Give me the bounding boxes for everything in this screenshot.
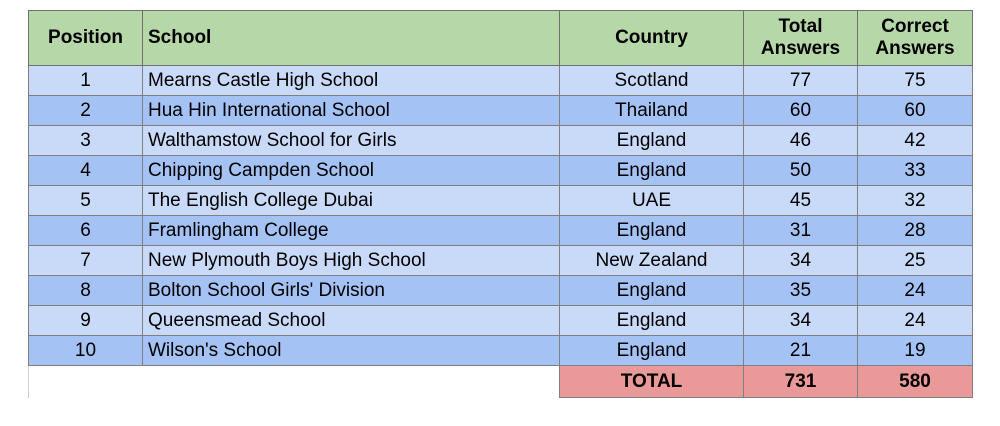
cell-correct[interactable]: 24 bbox=[857, 275, 973, 306]
cell-total[interactable]: 21 bbox=[743, 335, 858, 366]
header-total-answers-label: Total Answers bbox=[760, 16, 841, 59]
cell-school[interactable]: The English College Dubai bbox=[142, 185, 560, 216]
cell-school[interactable]: Framlingham College bbox=[142, 215, 560, 246]
cell-total[interactable]: 60 bbox=[743, 95, 858, 126]
results-table: Position School Country Total Answers Co… bbox=[28, 10, 973, 398]
cell-school[interactable]: Queensmead School bbox=[142, 305, 560, 336]
cell-correct[interactable]: 24 bbox=[857, 305, 973, 336]
cell-school[interactable]: Wilson's School bbox=[142, 335, 560, 366]
cell-total[interactable]: 77 bbox=[743, 65, 858, 96]
cell-country[interactable]: England bbox=[559, 155, 744, 186]
header-school[interactable]: School bbox=[142, 10, 560, 66]
cell-country[interactable]: England bbox=[559, 275, 744, 306]
cell-country[interactable]: England bbox=[559, 215, 744, 246]
cell-country[interactable]: UAE bbox=[559, 185, 744, 216]
cell-correct[interactable]: 25 bbox=[857, 245, 973, 276]
total-row: TOTAL 731 580 bbox=[28, 365, 973, 398]
table-row: 3 Walthamstow School for Girls England 4… bbox=[28, 125, 973, 156]
cell-position[interactable]: 3 bbox=[28, 125, 143, 156]
cell-total[interactable]: 31 bbox=[743, 215, 858, 246]
header-correct-answers-label: Correct Answers bbox=[875, 16, 955, 59]
cell-total[interactable]: 46 bbox=[743, 125, 858, 156]
cell-position[interactable]: 9 bbox=[28, 305, 143, 336]
table-row: 2 Hua Hin International School Thailand … bbox=[28, 95, 973, 126]
cell-country[interactable]: Scotland bbox=[559, 65, 744, 96]
correct-answers-sum[interactable]: 580 bbox=[857, 365, 973, 398]
total-label[interactable]: TOTAL bbox=[559, 365, 744, 398]
cell-position[interactable]: 6 bbox=[28, 215, 143, 246]
header-country[interactable]: Country bbox=[559, 10, 744, 66]
empty-cell[interactable] bbox=[28, 365, 560, 398]
table-row: 8 Bolton School Girls' Division England … bbox=[28, 275, 973, 306]
cell-correct[interactable]: 32 bbox=[857, 185, 973, 216]
cell-correct[interactable]: 60 bbox=[857, 95, 973, 126]
cell-position[interactable]: 5 bbox=[28, 185, 143, 216]
header-row: Position School Country Total Answers Co… bbox=[28, 10, 973, 66]
table-row: 6 Framlingham College England 31 28 bbox=[28, 215, 973, 246]
cell-correct[interactable]: 19 bbox=[857, 335, 973, 366]
total-answers-sum[interactable]: 731 bbox=[743, 365, 858, 398]
table-row: 4 Chipping Campden School England 50 33 bbox=[28, 155, 973, 186]
cell-total[interactable]: 45 bbox=[743, 185, 858, 216]
cell-correct[interactable]: 33 bbox=[857, 155, 973, 186]
table-row: 7 New Plymouth Boys High School New Zeal… bbox=[28, 245, 973, 276]
cell-school[interactable]: New Plymouth Boys High School bbox=[142, 245, 560, 276]
header-position[interactable]: Position bbox=[28, 10, 143, 66]
table-row: 5 The English College Dubai UAE 45 32 bbox=[28, 185, 973, 216]
cell-position[interactable]: 2 bbox=[28, 95, 143, 126]
cell-total[interactable]: 34 bbox=[743, 245, 858, 276]
cell-position[interactable]: 10 bbox=[28, 335, 143, 366]
cell-country[interactable]: New Zealand bbox=[559, 245, 744, 276]
cell-school[interactable]: Mearns Castle High School bbox=[142, 65, 560, 96]
header-total-answers[interactable]: Total Answers bbox=[743, 10, 858, 66]
cell-position[interactable]: 1 bbox=[28, 65, 143, 96]
cell-school[interactable]: Chipping Campden School bbox=[142, 155, 560, 186]
cell-country[interactable]: England bbox=[559, 305, 744, 336]
table-row: 10 Wilson's School England 21 19 bbox=[28, 335, 973, 366]
cell-school[interactable]: Bolton School Girls' Division bbox=[142, 275, 560, 306]
cell-correct[interactable]: 42 bbox=[857, 125, 973, 156]
cell-country[interactable]: England bbox=[559, 125, 744, 156]
cell-position[interactable]: 7 bbox=[28, 245, 143, 276]
cell-school[interactable]: Walthamstow School for Girls bbox=[142, 125, 560, 156]
cell-country[interactable]: England bbox=[559, 335, 744, 366]
table-row: 9 Queensmead School England 34 24 bbox=[28, 305, 973, 336]
table-row: 1 Mearns Castle High School Scotland 77 … bbox=[28, 65, 973, 96]
cell-correct[interactable]: 28 bbox=[857, 215, 973, 246]
cell-total[interactable]: 50 bbox=[743, 155, 858, 186]
cell-position[interactable]: 4 bbox=[28, 155, 143, 186]
cell-position[interactable]: 8 bbox=[28, 275, 143, 306]
cell-school[interactable]: Hua Hin International School bbox=[142, 95, 560, 126]
cell-total[interactable]: 34 bbox=[743, 305, 858, 336]
header-correct-answers[interactable]: Correct Answers bbox=[857, 10, 973, 66]
cell-country[interactable]: Thailand bbox=[559, 95, 744, 126]
cell-total[interactable]: 35 bbox=[743, 275, 858, 306]
cell-correct[interactable]: 75 bbox=[857, 65, 973, 96]
